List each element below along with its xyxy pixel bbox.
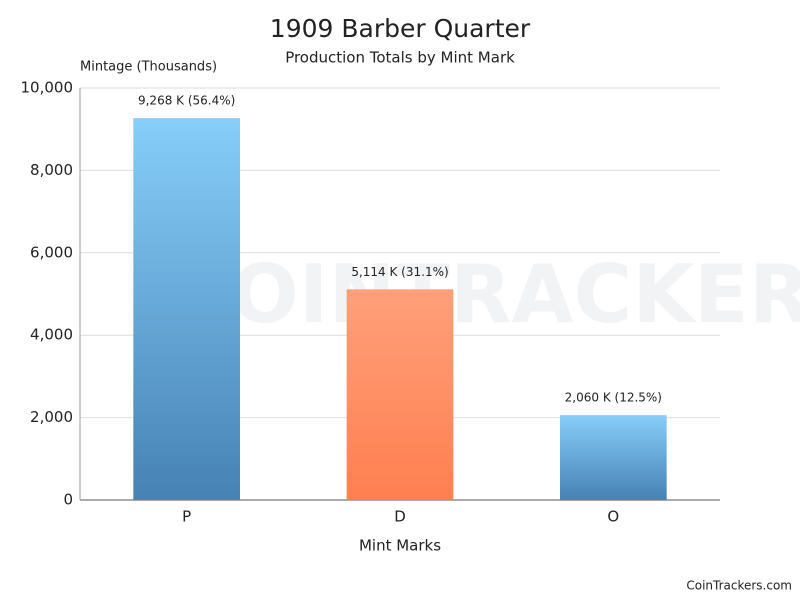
x-axis-label: Mint Marks	[359, 537, 441, 555]
y-tick-label: 2,000	[30, 408, 73, 426]
chart-subtitle: Production Totals by Mint Mark	[285, 49, 515, 67]
value-label: 9,268 K (56.4%)	[138, 94, 235, 108]
x-tick-label: D	[394, 508, 406, 526]
bar	[133, 118, 240, 501]
x-tick-label: P	[182, 508, 191, 526]
value-label: 2,060 K (12.5%)	[565, 391, 662, 405]
y-tick-label: 8,000	[30, 161, 73, 179]
y-axis-label: Mintage (Thousands)	[80, 60, 217, 75]
bar	[346, 289, 454, 500]
bar	[560, 415, 667, 500]
watermark: COINTRACKERS	[172, 248, 800, 341]
y-tick-label: 10,000	[21, 79, 74, 97]
x-tick-label: O	[607, 508, 619, 526]
y-tick-label: 4,000	[30, 326, 73, 344]
y-tick-label: 0	[63, 491, 73, 509]
credit: CoinTrackers.com	[686, 579, 792, 593]
chart-title: 1909 Barber Quarter	[270, 14, 531, 43]
y-tick-label: 6,000	[30, 243, 73, 261]
value-label: 5,114 K (31.1%)	[351, 265, 448, 279]
